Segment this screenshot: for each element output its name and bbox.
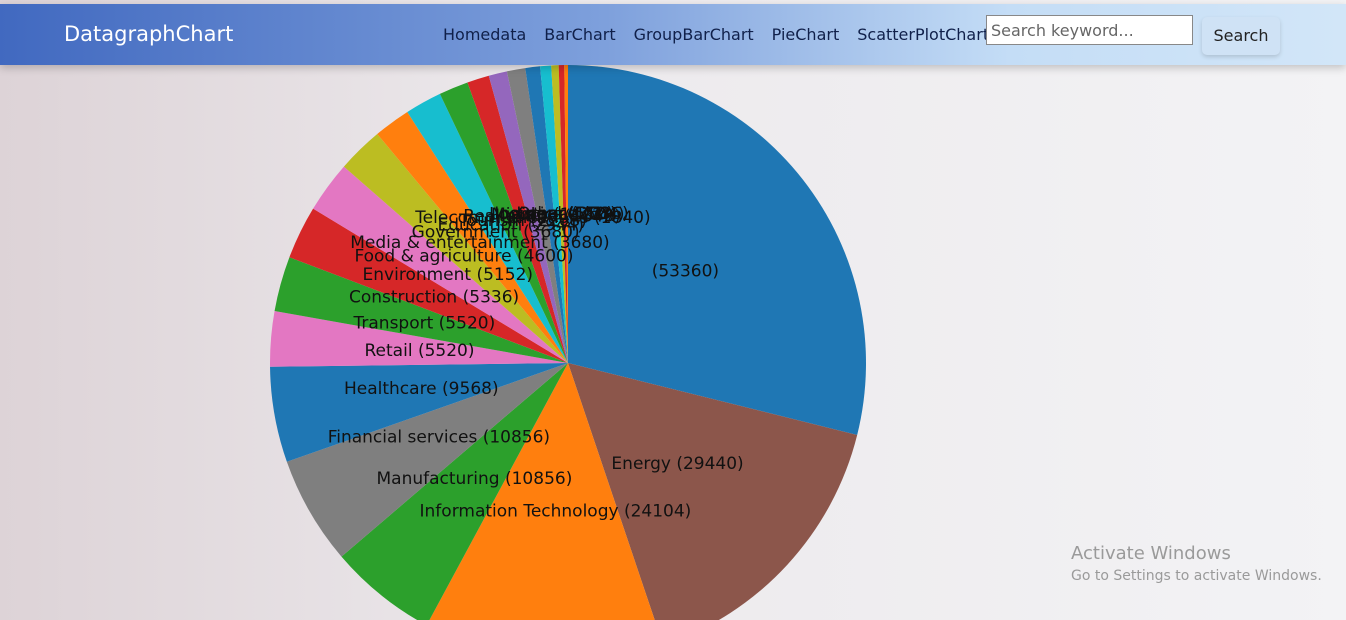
pie-slice <box>488 71 568 364</box>
pie-slice <box>270 311 568 367</box>
pie-slice <box>568 363 858 620</box>
pie-slice <box>289 208 568 363</box>
slice-label: Other (368) <box>517 204 616 224</box>
pie-slice <box>551 65 568 363</box>
nav-links: Homedata BarChart GroupBarChart PieChart… <box>443 25 989 44</box>
pie-slice <box>506 68 568 363</box>
slice-label: Financial services (10856) <box>328 427 550 447</box>
slice-label: Environment (5152) <box>363 265 533 285</box>
slice-label: Energy (29440) <box>611 454 743 474</box>
slice-label: Telecommunications (1840) <box>414 208 650 228</box>
pie-slice <box>377 112 568 363</box>
nav-link[interactable]: PieChart <box>771 25 840 44</box>
slice-label: Media & entertainment (3680) <box>350 233 609 253</box>
slice-label: Education (2944) <box>437 215 584 235</box>
pie-slice <box>407 93 568 364</box>
slice-label: (53360) <box>652 261 719 281</box>
slice-label: Information Technology (24104) <box>420 501 692 521</box>
nav-link[interactable]: BarChart <box>544 25 616 44</box>
slice-label: Retail (5520) <box>365 341 475 361</box>
nav-link[interactable]: ScatterPlotChart <box>857 25 990 44</box>
slice-label: Healthcare (9568) <box>344 379 499 399</box>
nav-link[interactable]: Homedata <box>443 25 527 44</box>
pie-slice <box>540 65 568 364</box>
slice-label: Food & agriculture (4600) <box>354 246 573 266</box>
navbar: DatagraphChart Homedata BarChart GroupBa… <box>0 4 1346 65</box>
pie-slice <box>467 75 568 363</box>
pie-slice <box>343 134 568 363</box>
pie-slice <box>274 257 568 363</box>
nav-link[interactable]: GroupBarChart <box>633 25 754 44</box>
pie-slice <box>313 166 568 363</box>
slice-label: Manufacturing (10856) <box>376 469 572 489</box>
pie-slice <box>286 363 568 557</box>
pie-slice <box>429 363 655 620</box>
pie-slice <box>558 65 568 363</box>
slice-label: Transport (5520) <box>353 313 496 333</box>
search-button[interactable]: Search <box>1202 17 1280 55</box>
pie-slice <box>341 363 568 620</box>
pie-slice <box>525 66 568 364</box>
pie-slice <box>439 82 568 363</box>
slice-label: Legal (552) <box>516 204 613 224</box>
slice-label: Logistics (1104) <box>489 204 624 224</box>
pie-slice <box>568 65 866 436</box>
slice-label: Construction (5336) <box>349 288 519 308</box>
brand[interactable]: DatagraphChart <box>64 22 234 46</box>
slice-label: Government (3680) <box>412 223 580 243</box>
pie-slice <box>564 65 568 363</box>
slice-label: Real estate (1840) <box>463 206 621 226</box>
search-input[interactable]: Search keyword... <box>986 15 1193 45</box>
slice-label: Tourism (2208) <box>458 211 587 231</box>
watermark-title: Activate Windows <box>1071 543 1231 564</box>
watermark-subtitle: Go to Settings to activate Windows. <box>1071 568 1322 584</box>
slice-label: Insurance (736) <box>494 204 629 224</box>
slice-label: Mining (1472) <box>491 205 609 225</box>
pie-slice <box>270 363 568 462</box>
